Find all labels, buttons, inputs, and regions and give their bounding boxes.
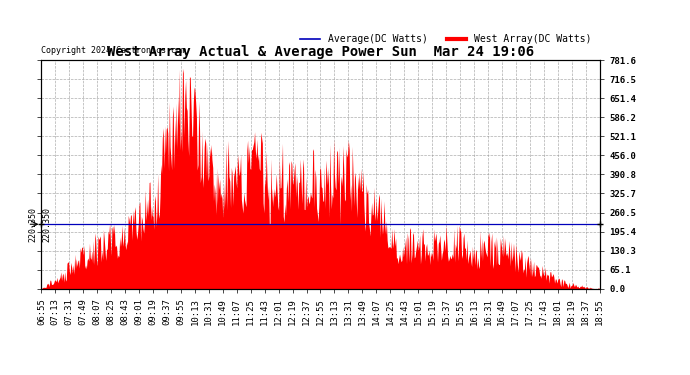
Text: Copyright 2024 Cartronics.com: Copyright 2024 Cartronics.com (41, 46, 186, 55)
Text: 220.350: 220.350 (28, 207, 37, 242)
Text: 220.350: 220.350 (42, 207, 51, 242)
Legend: Average(DC Watts), West Array(DC Watts): Average(DC Watts), West Array(DC Watts) (297, 30, 595, 48)
Title: West Array Actual & Average Power Sun  Mar 24 19:06: West Array Actual & Average Power Sun Ma… (107, 45, 535, 59)
